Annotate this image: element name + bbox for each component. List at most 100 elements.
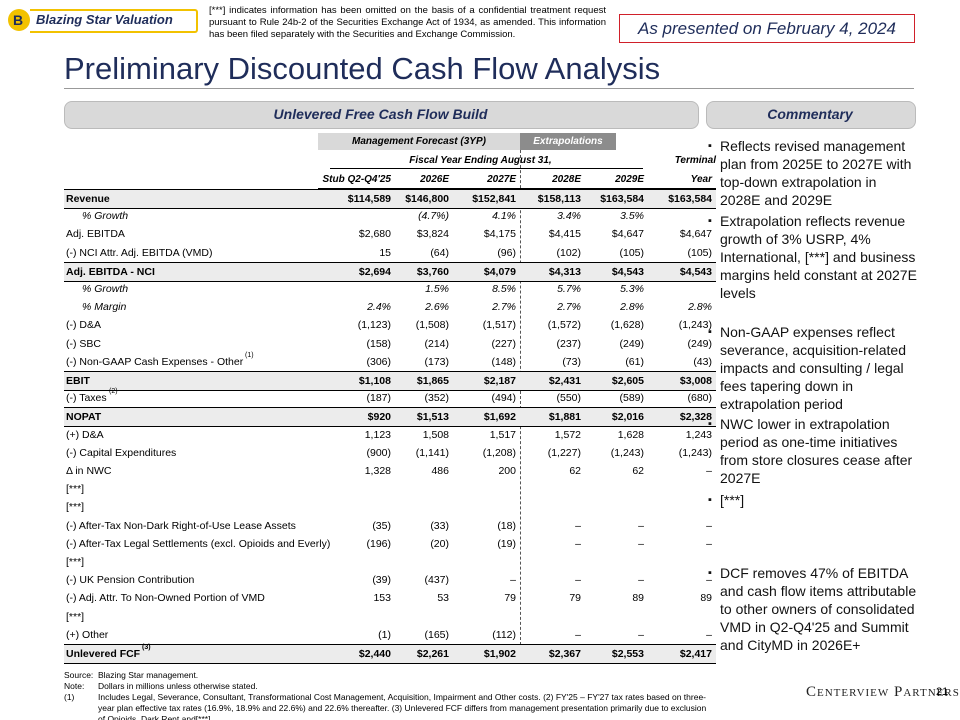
footnote-text: Includes Legal, Severance, Consultant, T… — [98, 692, 707, 720]
column-header: 2026E — [420, 174, 449, 185]
cell: (227) — [491, 337, 516, 350]
row-label: (-) Taxes — [66, 392, 107, 405]
cell: $4,079 — [483, 265, 516, 278]
cell: – — [575, 537, 581, 550]
cell: (1) — [378, 628, 391, 641]
row-label: Unlevered FCF — [66, 648, 141, 660]
group-header-box — [318, 133, 520, 150]
cell: (437) — [424, 574, 449, 587]
date: As presented on February 4, 2024 — [638, 19, 896, 38]
table-row: Unlevered FCF (3) $2,440 $2,261 $1,902 $2,367… — [64, 644, 716, 664]
cell: (196) — [366, 537, 391, 550]
row-label: % Growth — [82, 210, 129, 223]
cell: 89 — [700, 592, 712, 605]
table-row: % Growth (4.7%) 4.1% 3.4% 3.5% — [64, 207, 716, 225]
row-label: (-) SBC — [66, 337, 101, 350]
cell: – — [638, 519, 644, 532]
divider — [520, 150, 521, 655]
table-row: % Growth 1.5% 8.5% 5.7% 5.3% — [64, 280, 716, 298]
cell: (1,243) — [678, 446, 712, 459]
cell: (1,123) — [357, 319, 391, 332]
cell: (1,628) — [610, 319, 644, 332]
cell: (589) — [619, 392, 644, 405]
cell: $4,313 — [548, 265, 581, 278]
footnote-ref: (1) — [245, 351, 254, 359]
cell: $2,016 — [611, 411, 644, 424]
table-row: (-) After-Tax Non-Dark Right-of-Use Leas… — [64, 517, 716, 535]
cell: 2.4% — [367, 301, 391, 314]
cell: (1,572) — [547, 319, 581, 332]
cell: (680) — [687, 392, 712, 405]
table-row: (+) Other (1) (165) (112) – – – — [64, 626, 716, 644]
row-label: Adj. EBITDA - NCI — [66, 265, 155, 278]
bullet: DCF removes 47% of EBITDA and cash flow … — [708, 564, 920, 654]
cell: $163,584 — [668, 193, 712, 205]
cell: $2,417 — [679, 648, 712, 660]
table-row: Revenue $114,589 $146,800 $152,841 $158,113 $… — [64, 189, 716, 209]
cell: $3,008 — [679, 375, 712, 387]
table-row: (-) Non-GAAP Cash Expenses - Other (1) (30… — [64, 351, 716, 371]
cell: – — [706, 537, 712, 550]
row-label: (-) Non-GAAP Cash Expenses - Other — [66, 355, 244, 368]
row-label: EBIT — [66, 375, 90, 387]
bullet: Non-GAAP expenses reflect severance, acq… — [708, 323, 920, 413]
cell: $3,760 — [416, 265, 449, 278]
cell: $2,605 — [611, 375, 644, 387]
panel-title: Unlevered Free Cash Flow Build — [273, 106, 488, 122]
row-label: (-) UK Pension Contribution — [66, 574, 195, 587]
row-label: (+) D&A — [66, 428, 104, 441]
row-label: [***] — [66, 610, 85, 623]
cell: 89 — [632, 592, 644, 605]
cell: (352) — [424, 392, 449, 405]
cell: (306) — [366, 355, 391, 368]
column-header: Year — [690, 174, 712, 185]
cell: (33) — [430, 519, 449, 532]
cell: 1,123 — [364, 428, 391, 441]
row-label: (+) Other — [66, 628, 109, 641]
panel-bar — [706, 101, 916, 129]
cell: (1,243) — [678, 319, 712, 332]
cell: $4,175 — [483, 228, 516, 241]
cell: 2.6% — [425, 301, 449, 314]
cell: (35) — [372, 519, 391, 532]
cell: $1,881 — [548, 411, 581, 424]
row-label: % Growth — [82, 283, 129, 295]
group-header: Management Forecast (3YP) — [352, 136, 486, 147]
cell: (1,243) — [610, 446, 644, 459]
row-label: (-) Capital Expenditures — [66, 446, 177, 459]
cell: (43) — [693, 355, 712, 368]
cell: (1,517) — [482, 319, 516, 332]
cell: $2,367 — [548, 648, 581, 660]
cell: (165) — [424, 628, 449, 641]
cell: (214) — [424, 337, 449, 350]
cell: 15 — [379, 246, 391, 259]
cell: (64) — [430, 246, 449, 259]
table-row: [***] — [64, 498, 716, 516]
cell: (4.7%) — [418, 210, 449, 223]
cell: – — [638, 537, 644, 550]
cell: $163,584 — [600, 193, 644, 205]
cell: 200 — [498, 465, 516, 477]
table-row: [***] — [64, 608, 716, 626]
cell: 53 — [437, 592, 449, 605]
cell: – — [706, 465, 712, 477]
cell: $4,647 — [611, 228, 644, 241]
cell: (73) — [562, 355, 581, 368]
cell: 1,517 — [489, 428, 516, 441]
cell: 1,508 — [422, 428, 449, 441]
cell: (900) — [366, 446, 391, 459]
row-label: [***] — [66, 483, 85, 496]
cell: (249) — [687, 337, 712, 350]
cell: (173) — [424, 355, 449, 368]
cell: 1,572 — [554, 428, 581, 441]
table-row: EBIT $1,108 $1,865 $2,187 $2,431 $2,605 $3,008 — [64, 371, 716, 391]
row-label: Revenue — [66, 193, 110, 205]
notice: [***] indicates information has been omi… — [209, 5, 606, 40]
cell: $3,824 — [416, 228, 449, 241]
cell: $146,800 — [405, 193, 449, 205]
cell: 62 — [569, 465, 581, 477]
cell: 2.7% — [557, 301, 581, 314]
badge-circle — [8, 9, 30, 31]
badge-box — [30, 9, 198, 33]
footnote-text: Blazing Star management. — [98, 670, 199, 680]
